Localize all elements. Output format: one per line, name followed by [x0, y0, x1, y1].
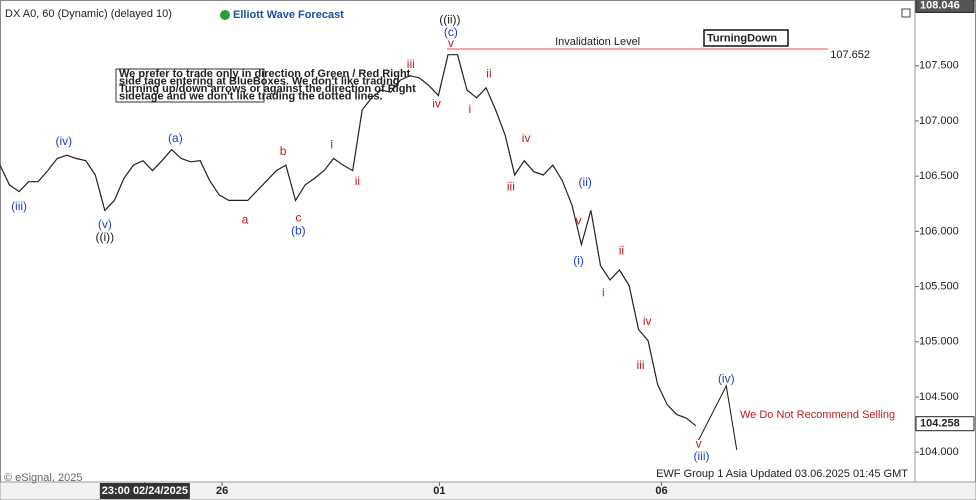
- wave-label: ((ii)): [439, 13, 460, 27]
- wave-label: (a): [168, 131, 183, 145]
- badge-box: [703, 29, 789, 47]
- note-line: Turning up/down arrows or against the di…: [119, 83, 416, 95]
- chart-title: DX A0, 60 (Dynamic) (delayed 10): [5, 8, 172, 20]
- wave-label: (iv): [56, 134, 73, 148]
- note-line: side tage entering at BlueBoxes. We don'…: [119, 75, 400, 87]
- wave-label: ii: [619, 243, 624, 257]
- wave-label: (v): [98, 217, 112, 231]
- wave-label: (iii): [11, 199, 27, 213]
- wave-label: b: [280, 144, 287, 158]
- x-tick-label: 23:00 02/24/2025: [102, 485, 188, 497]
- x-tick-label: 06: [655, 485, 667, 497]
- invalidation-text: Invalidation Level: [555, 36, 640, 48]
- y-tick-label: 104.500: [919, 391, 959, 403]
- badge: TurningDown: [707, 32, 777, 44]
- x-tick-label: 26: [216, 485, 228, 497]
- note-line: We prefer to trade only in direction of …: [119, 68, 411, 80]
- copyright: © eSignal, 2025: [4, 472, 82, 484]
- y-tick-label: 107.500: [919, 60, 959, 72]
- x-tick-label: 01: [433, 485, 445, 497]
- wave-label: (i): [573, 253, 584, 267]
- price-line: [0, 54, 697, 427]
- price-marker-box: [915, 416, 975, 432]
- wave-label: v: [448, 36, 454, 50]
- note-box: [115, 68, 265, 103]
- y-tick-label: 106.500: [919, 170, 959, 182]
- time-axis: [0, 481, 976, 500]
- wave-label: (c): [444, 25, 458, 39]
- logo-icon: [220, 10, 230, 20]
- wave-label: (iii): [694, 449, 710, 463]
- x-tick-highlight: [99, 483, 190, 499]
- footer: EWF Group 1 Asia Updated 03.06.2025 01:4…: [656, 468, 908, 480]
- y-tick-label: 107.000: [919, 115, 959, 127]
- projection-path: [698, 384, 738, 451]
- wave-label: iv: [522, 131, 531, 145]
- price-marker-label: 108.046: [920, 0, 960, 11]
- wave-label: i: [602, 285, 605, 299]
- price-marker-label: 104.258: [920, 418, 960, 430]
- wave-label: (ii): [579, 175, 592, 189]
- note-line: sidetage and we don't like trading the d…: [119, 90, 383, 102]
- wave-label: (b): [291, 224, 306, 238]
- wave-label: a: [242, 212, 249, 226]
- wave-label: iv: [643, 314, 652, 328]
- wave-label: iii: [507, 179, 515, 193]
- wave-label: ii: [486, 67, 491, 81]
- wave-label: v: [576, 214, 582, 228]
- wave-label: v: [696, 437, 702, 451]
- wave-label: ((i)): [96, 230, 115, 244]
- price-marker-box: [915, 0, 975, 13]
- wave-label: iii: [407, 57, 415, 71]
- warning: We Do Not Recommend Selling: [740, 409, 895, 421]
- wave-label: (iv): [718, 371, 735, 385]
- wave-label: ii: [355, 174, 360, 188]
- wave-label: i: [330, 137, 333, 151]
- invalidation-value: 107.652: [830, 49, 870, 61]
- wave-label: iv: [432, 97, 441, 111]
- brand: Elliott Wave Forecast: [233, 9, 344, 21]
- y-tick-label: 106.000: [919, 225, 959, 237]
- wave-label: i: [469, 102, 472, 116]
- wave-label: iii: [637, 358, 645, 372]
- wave-label: c: [295, 210, 301, 224]
- y-tick-label: 105.000: [919, 336, 959, 348]
- y-tick-label: 104.000: [919, 446, 959, 458]
- y-tick-label: 105.500: [919, 280, 959, 292]
- menu-icon[interactable]: [901, 8, 911, 18]
